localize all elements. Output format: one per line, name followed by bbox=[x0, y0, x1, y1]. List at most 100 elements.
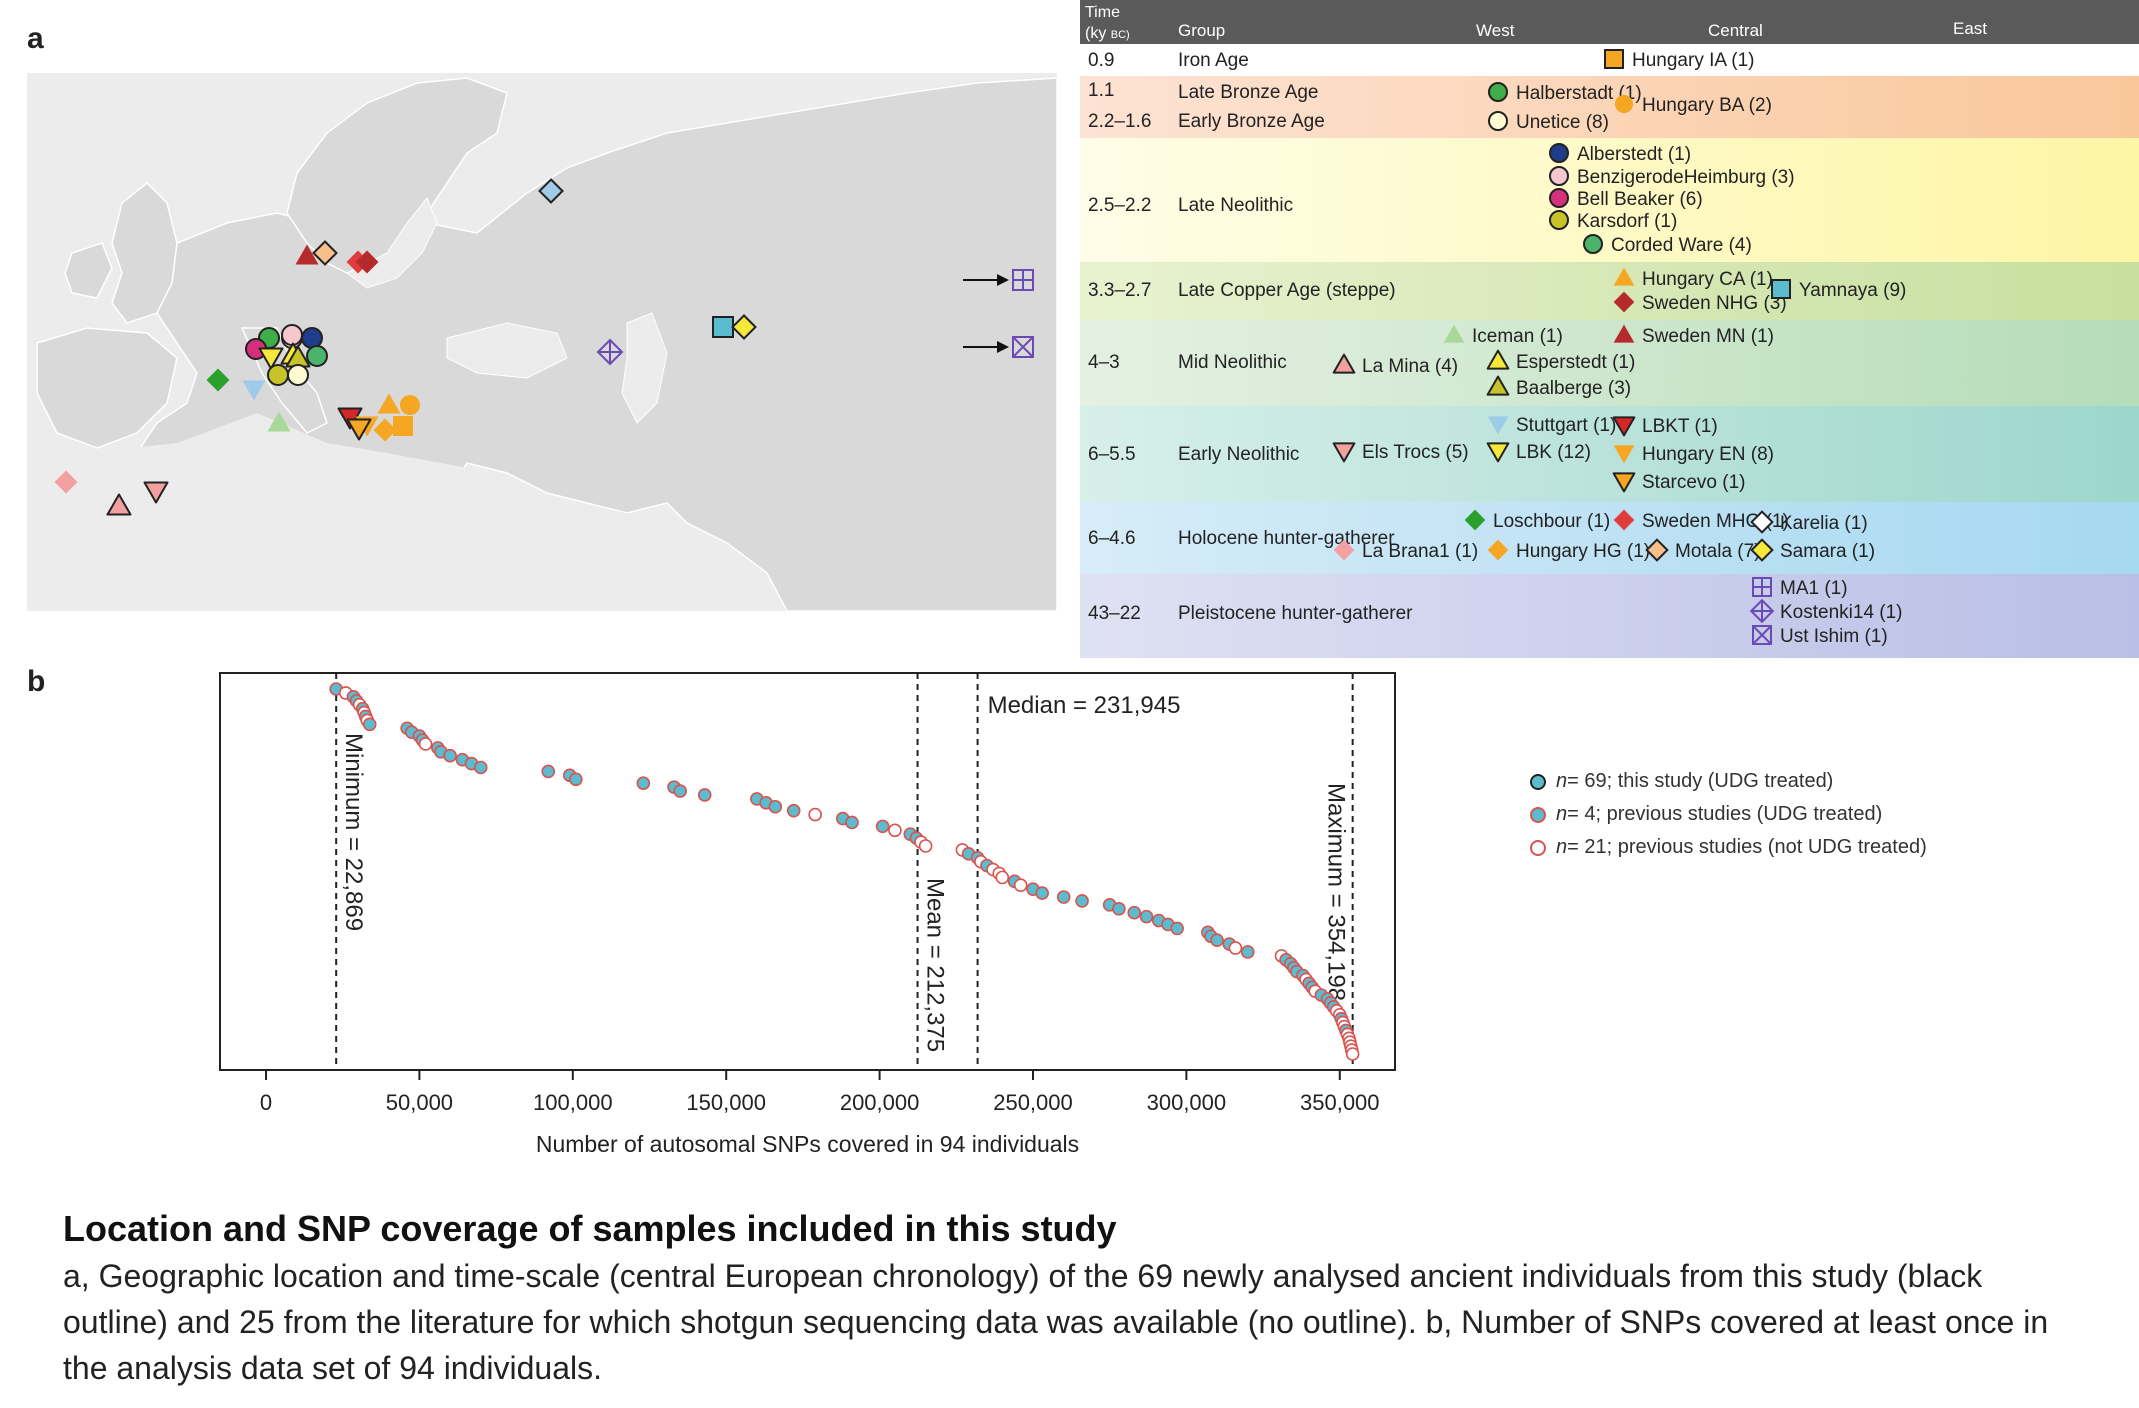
x-tick-label-5: 250,000 bbox=[993, 1090, 1073, 1115]
x-tick-label-4: 200,000 bbox=[840, 1090, 920, 1115]
mediterranean-sea bbox=[27, 413, 787, 611]
map-markers bbox=[54, 178, 1034, 516]
map-marker-ma1 bbox=[1012, 269, 1034, 291]
table-row-labels: 0.9 Iron Age 1.1 Late Bronze Age 2.2–1.6… bbox=[1088, 50, 1413, 624]
map-marker-lbk bbox=[258, 347, 284, 370]
x-tick-label-1: 50,000 bbox=[386, 1090, 453, 1115]
panel-label-b: b bbox=[27, 665, 46, 698]
row-time-3: 2.5–2.2 bbox=[1088, 195, 1151, 216]
europe-map bbox=[27, 73, 1058, 612]
data-point-27 bbox=[673, 784, 687, 798]
row-group-4: Late Copper Age (steppe) bbox=[1178, 280, 1396, 301]
land-scandinavia bbox=[286, 77, 508, 274]
table-label-loschbour: Loschbour (1) bbox=[1493, 511, 1610, 532]
row-time-5: 4–3 bbox=[1088, 352, 1120, 373]
table-label-karelia: Karelia (1) bbox=[1780, 513, 1868, 534]
table-marker-karelia bbox=[1750, 510, 1774, 534]
band-late-copper-age bbox=[1080, 262, 2139, 320]
table-label-sweden-mn: Sweden MN (1) bbox=[1642, 326, 1774, 347]
x-tick-label-6: 300,000 bbox=[1147, 1090, 1227, 1115]
ref-label-maximum: Maximum = 354,198 bbox=[1323, 783, 1350, 1001]
map-marker-karsdorf bbox=[267, 364, 289, 386]
caption-title: Location and SNP coverage of samples inc… bbox=[63, 1208, 1117, 1249]
panel-label-a: a bbox=[27, 22, 44, 55]
map-marker-ust-ishim bbox=[1012, 336, 1034, 358]
chart-plot-area bbox=[219, 672, 1396, 1071]
table-header-bar bbox=[1080, 0, 2139, 44]
map-marker-loschbour bbox=[206, 368, 230, 392]
legend-label-prev-udg: = 4; previous studies (UDG treated) bbox=[1567, 803, 1883, 825]
map-marker-benzigerode bbox=[281, 324, 303, 346]
data-point-67 bbox=[1228, 941, 1243, 955]
table-label-halberstadt: Halberstadt (1) bbox=[1516, 83, 1642, 104]
table-label-lbkt: LBKT (1) bbox=[1642, 416, 1718, 437]
map-marker-hungary-hg bbox=[373, 418, 397, 442]
data-point-68 bbox=[1240, 945, 1255, 959]
map-marker-yamnaya bbox=[712, 316, 734, 338]
map-marker-sweden-nhg bbox=[355, 250, 379, 274]
table-label-la-mina: La Mina (4) bbox=[1362, 356, 1458, 377]
map-marker-stuttgart bbox=[242, 380, 266, 401]
row-group-5: Mid Neolithic bbox=[1178, 352, 1287, 373]
x-tick-label-3: 150,000 bbox=[686, 1090, 766, 1115]
legend-entry-prev-udg: n = 4; previous studies (UDG treated) bbox=[1530, 798, 2130, 831]
table-marker-kostenki14 bbox=[1749, 598, 1775, 624]
x-tick-label-2: 100,000 bbox=[533, 1090, 613, 1115]
table-marker-hungary-ia bbox=[1604, 49, 1624, 69]
data-point-18 bbox=[443, 748, 457, 763]
map-marker-motala bbox=[312, 240, 338, 266]
chronology-table: Time (ky BC) Group West Central East 0.9… bbox=[1080, 0, 2139, 658]
table-label-starcevo: Starcevo (1) bbox=[1642, 472, 1745, 493]
table-marker-karsdorf bbox=[1549, 210, 1569, 230]
row-group-2: Early Bronze Age bbox=[1178, 111, 1325, 132]
table-marker-iceman bbox=[1443, 324, 1465, 343]
table-label-benzigerodeheimburg: BenzigerodeHeimburg (3) bbox=[1577, 167, 1795, 188]
legend-entry-prev-not-udg: n = 21; previous studies (not UDG treate… bbox=[1530, 831, 2130, 864]
table-marker-motala bbox=[1645, 538, 1669, 562]
row-time-6: 6–5.5 bbox=[1088, 444, 1136, 465]
row-time-1: 1.1 bbox=[1088, 80, 1114, 101]
table-label-bell-beaker: Bell Beaker (6) bbox=[1577, 189, 1703, 210]
ref-label-median: Median = 231,945 bbox=[988, 692, 1181, 719]
figure-caption: Location and SNP coverage of samples inc… bbox=[63, 1205, 2093, 1391]
table-label-hungary-ca: Hungary CA (1) bbox=[1642, 269, 1773, 290]
table-marker-benzigerodeheimburg bbox=[1549, 166, 1569, 186]
row-group-0: Iron Age bbox=[1178, 50, 1249, 71]
table-label-baalberge: Baalberge (3) bbox=[1516, 378, 1631, 399]
table-marker-samara bbox=[1750, 538, 1774, 562]
table-marker-bell-beaker bbox=[1549, 188, 1569, 208]
table-label-sweden-nhg: Sweden NHG (3) bbox=[1642, 293, 1787, 314]
table-marker-ust-ishim bbox=[1752, 625, 1772, 645]
table-marker-lbkt bbox=[1612, 416, 1636, 437]
table-label-sweden-mhg: Sweden MHG (1) bbox=[1642, 511, 1789, 532]
band-pleistocene-hg bbox=[1080, 574, 2139, 658]
table-label-stuttgart: Stuttgart (1) bbox=[1516, 415, 1616, 436]
map-marker-kostenki14 bbox=[596, 338, 624, 366]
table-marker-els-trocs bbox=[1332, 442, 1356, 463]
legend-marker-prev-udg bbox=[1530, 806, 1546, 823]
data-point-25 bbox=[636, 776, 651, 790]
map-marker-iceman bbox=[267, 411, 291, 432]
chart-layer: 0 50,000 100,000 150,000 200,000 250,000 300,0… bbox=[219, 672, 1396, 1157]
data-point-36 bbox=[875, 819, 890, 834]
table-label-samara: Samara (1) bbox=[1780, 541, 1875, 562]
header-west: West bbox=[1476, 21, 1515, 40]
table-marker-la-mina bbox=[1332, 353, 1356, 374]
map-arrow-ma1 bbox=[963, 274, 1009, 286]
table-label-esperstedt: Esperstedt (1) bbox=[1516, 352, 1635, 373]
black-sea bbox=[446, 322, 568, 379]
table-marker-baalberge bbox=[1486, 375, 1510, 396]
legend-n-prev-udg: n bbox=[1556, 803, 1568, 825]
data-point-94 bbox=[1345, 1047, 1360, 1061]
row-time-8: 43–22 bbox=[1088, 603, 1141, 624]
snp-chart-canvas: 0 50,000 100,000 150,000 200,000 250,000 300,0… bbox=[219, 672, 1396, 1157]
row-time-2: 2.2–1.6 bbox=[1088, 111, 1151, 132]
map-marker-els-trocs bbox=[143, 481, 169, 504]
legend-n-prev-not-udg: n bbox=[1556, 836, 1568, 858]
data-point-58 bbox=[1127, 905, 1142, 920]
data-point-22 bbox=[541, 764, 556, 779]
row-time-0: 0.9 bbox=[1088, 50, 1114, 71]
data-point-28 bbox=[697, 788, 712, 802]
map-marker-corded-ware bbox=[306, 345, 328, 367]
map-marker-karelia bbox=[538, 178, 564, 204]
